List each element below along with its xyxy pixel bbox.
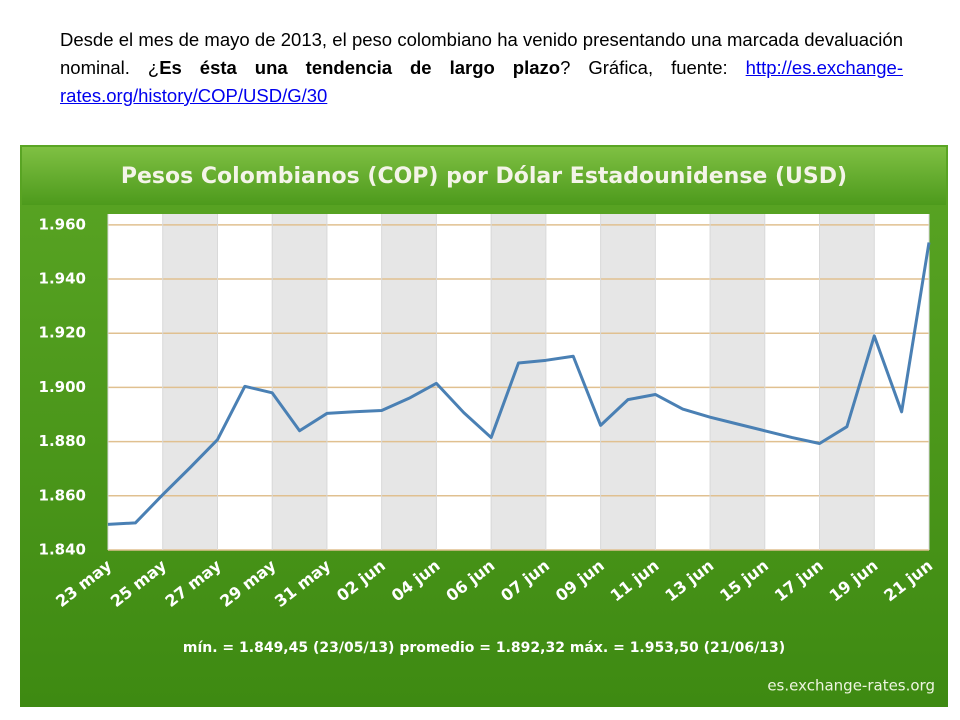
column-band [600,214,656,550]
y-tick-label: 1.920 [39,324,86,342]
series-line [107,242,931,526]
column-band [162,214,218,550]
y-tick-label: 1.960 [39,215,86,233]
source-label: Gráfica, fuente: [588,57,728,78]
source-link[interactable]: http://es.exchange-rates.org/history/COP… [60,57,904,106]
y-tick-label: 1.860 [39,486,86,504]
y-tick-label: 1.880 [39,432,86,450]
y-tick-label: 1.940 [39,270,86,288]
column-band [381,214,437,550]
question: Es ésta una tendencia de largo plazo [159,57,561,78]
column-band [819,214,875,550]
summary: mín. = 1.849,45 (23/05/13) promedio = 1.… [183,640,785,656]
column-band [272,214,327,550]
footer: es.exchange-rates.org [767,677,935,695]
y-tick-label: 1.840 [39,541,86,559]
y-tick-label: 1.900 [39,378,86,396]
column-band [710,214,765,550]
question-end: ? [560,57,571,78]
chart-title: Pesos Colombianos (COP) por Dólar Estado… [121,164,847,189]
column-band [491,214,546,550]
title-bar [22,147,946,205]
intro: Desde el mes de mayo de 2013, el peso co… [60,29,903,78]
paragraph: Desde el mes de mayo de 2013, el peso co… [60,26,903,110]
